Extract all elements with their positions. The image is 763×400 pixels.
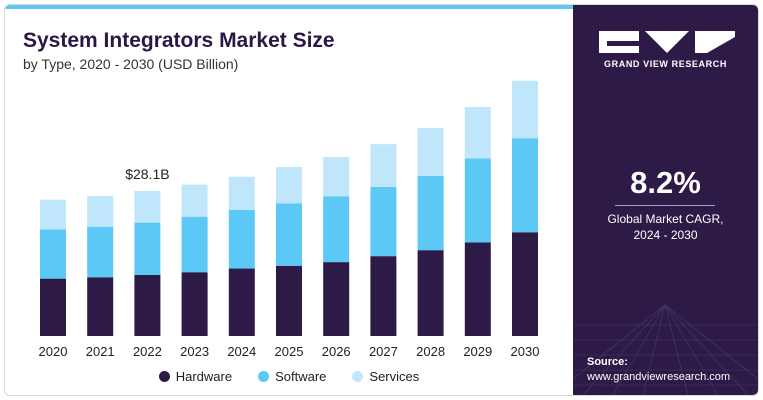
bar-segment-hardware-2024 [228, 268, 255, 336]
stacked-bar-chart: 2020 2021 2022 $28.1B 2023 2024 2025 2026 2027 20… [39, 80, 540, 359]
bar-segment-software-2025 [276, 203, 302, 266]
bar-segment-software-2028 [417, 175, 444, 251]
bar-segment-hardware-2020 [40, 278, 66, 336]
source-link[interactable]: www.grandviewresearch.com [587, 371, 731, 383]
x-tick-label-2023: 2023 [180, 344, 209, 359]
grid-decoration [573, 304, 758, 395]
bar-segment-hardware-2025 [276, 265, 302, 336]
cagr-value: 8.2% [630, 165, 701, 200]
legend-swatch-hardware [158, 371, 170, 382]
bar-segment-services-2021 [87, 196, 114, 227]
bar-segment-software-2026 [323, 196, 350, 263]
bar-segment-hardware-2022 [134, 274, 161, 336]
bar-segment-software-2027 [370, 186, 397, 257]
brand-name: GRAND VIEW RESEARCH [604, 59, 727, 69]
bar-segment-hardware-2026 [323, 262, 350, 336]
bar-segment-services-2029 [464, 106, 491, 159]
bar-segment-hardware-2021 [87, 277, 114, 336]
bar-segment-software-2022 [134, 222, 161, 275]
sidebar-panel: GRAND VIEW RESEARCH 8.2% Global Market C… [573, 5, 758, 395]
cagr-label: Global Market CAGR, 2024 - 2030 [573, 211, 758, 243]
bar-segment-hardware-2029 [464, 242, 491, 336]
legend-item-hardware: Hardware [158, 369, 233, 384]
legend-label-hardware: Hardware [175, 369, 233, 384]
bar-segment-software-2023 [181, 216, 208, 273]
x-tick-label-2020: 2020 [39, 344, 68, 359]
legend-label-software: Software [275, 369, 327, 384]
cagr-label-line2: 2024 - 2030 [633, 228, 698, 242]
infographic-card: System Integrators Market Size by Type, … [4, 4, 759, 396]
x-tick-label-2025: 2025 [275, 344, 304, 359]
bar-segment-hardware-2023 [181, 272, 208, 336]
x-tick-label-2029: 2029 [463, 344, 492, 359]
legend-swatch-services [352, 371, 364, 382]
bar-segment-services-2020 [40, 199, 66, 230]
bar-segment-services-2023 [181, 184, 208, 217]
bar-segment-services-2030 [512, 80, 538, 139]
x-tick-label-2021: 2021 [86, 344, 115, 359]
chart-title: System Integrators Market Size [23, 29, 335, 52]
bar-segment-hardware-2028 [417, 250, 444, 336]
bar-segment-services-2022 [134, 190, 161, 223]
x-tick-label-2028: 2028 [416, 344, 445, 359]
bar-segment-services-2028 [417, 128, 444, 176]
x-tick-label-2026: 2026 [322, 344, 351, 359]
bar-segment-services-2026 [323, 157, 350, 197]
source-label: Source: [587, 356, 628, 368]
accent-bar [5, 5, 573, 9]
x-tick-label-2024: 2024 [227, 344, 256, 359]
bar-segment-services-2024 [228, 176, 255, 210]
cagr-divider [615, 205, 715, 206]
bar-segment-hardware-2027 [370, 256, 397, 336]
legend-item-services: Services [352, 369, 419, 384]
legend-item-software: Software [258, 369, 326, 384]
x-tick-label-2030: 2030 [511, 344, 540, 359]
bar-segment-software-2020 [40, 229, 66, 279]
legend-label-services: Services [369, 369, 420, 384]
data-label-2022: $28.1B [125, 166, 169, 182]
chart-subtitle: by Type, 2020 - 2030 (USD Billion) [23, 56, 239, 72]
bar-segment-services-2027 [370, 144, 397, 187]
bar-segment-hardware-2030 [512, 232, 538, 336]
gvr-logo-icon [599, 31, 735, 53]
legend-swatch-software [258, 371, 270, 382]
x-tick-label-2022: 2022 [133, 344, 162, 359]
chart-legend: Hardware Software Services [5, 369, 573, 384]
x-tick-label-2027: 2027 [369, 344, 398, 359]
cagr-label-line1: Global Market CAGR, [607, 212, 724, 226]
bar-segment-software-2024 [228, 209, 255, 269]
bar-segment-services-2025 [276, 167, 302, 204]
bar-segment-software-2030 [512, 138, 538, 233]
bar-segment-software-2021 [87, 226, 114, 278]
bar-segment-software-2029 [464, 158, 491, 243]
